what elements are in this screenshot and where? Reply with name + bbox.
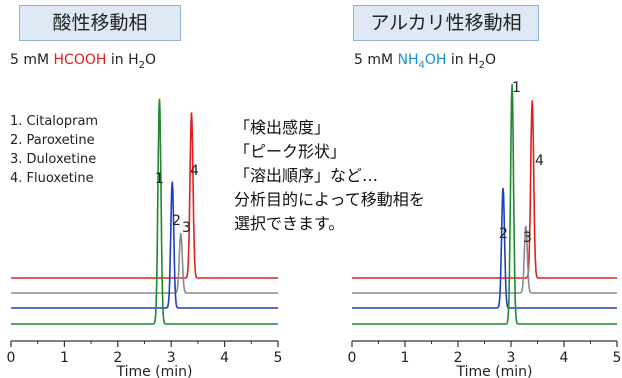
x-tick-label: 2 <box>113 350 122 366</box>
legend-item: 2. Paroxetine <box>10 133 95 148</box>
note-line: 選択できます。 <box>234 214 345 233</box>
peak-label-3: 3 <box>523 230 532 246</box>
x-tick-label: 0 <box>348 350 357 366</box>
trace-series-3 <box>11 233 278 294</box>
peak-label-3: 3 <box>182 220 191 236</box>
note-line: 「溶出順序」など… <box>234 166 379 185</box>
note-line: 「ピーク形状」 <box>234 142 347 161</box>
x-tick-label: 3 <box>507 350 516 366</box>
x-axis-title: Time (min) <box>455 364 532 378</box>
note-line: 「検出感度」 <box>234 118 331 137</box>
x-tick-label: 2 <box>454 350 463 366</box>
trace-series-1 <box>11 98 278 325</box>
selection-note: 「検出感度」 「ピーク形状」 「溶出順序」など… 分析目的によって移動相を 選択… <box>234 116 425 236</box>
x-tick-label: 5 <box>274 350 283 366</box>
right-panel-title: アルカリ性移動相 <box>353 5 539 41</box>
trace-series-1 <box>352 83 617 325</box>
left-panel-title: 酸性移動相 <box>19 5 181 41</box>
right-modifier: NH <box>397 52 419 68</box>
x-tick-label: 1 <box>401 350 410 366</box>
x-tick-label: 0 <box>7 350 16 366</box>
peak-label-4: 4 <box>535 153 544 169</box>
compound-legend: 1. Citalopram 2. Paroxetine 3. Duloxetin… <box>10 112 98 188</box>
x-axis-title: Time (min) <box>115 364 192 378</box>
x-tick-label: 5 <box>613 350 622 366</box>
right-mobile-phase-condition: 5 mM NH4OH in H2O <box>354 52 497 71</box>
trace-series-2 <box>11 181 278 309</box>
legend-item: 1. Citalopram <box>10 114 99 129</box>
x-tick-label: 4 <box>560 350 569 366</box>
x-tick-label: 1 <box>60 350 69 366</box>
trace-series-3 <box>352 225 617 294</box>
peak-label-1: 1 <box>155 171 164 187</box>
legend-item: 4. Fluoxetine <box>10 171 94 186</box>
left-mobile-phase-condition: 5 mM HCOOH in H2O <box>10 52 157 71</box>
note-line: 分析目的によって移動相を <box>234 190 425 209</box>
peak-label-2: 2 <box>499 226 508 242</box>
x-tick-label: 3 <box>167 350 176 366</box>
trace-series-2 <box>352 187 617 309</box>
peak-label-2: 2 <box>172 213 181 229</box>
trace-series-4 <box>11 112 278 279</box>
peak-label-4: 4 <box>190 163 199 179</box>
trace-series-4 <box>352 100 617 279</box>
x-tick-label: 4 <box>220 350 229 366</box>
left-modifier: HCOOH <box>53 52 107 68</box>
legend-item: 3. Duloxetine <box>10 152 97 167</box>
peak-label-1: 1 <box>512 80 521 96</box>
